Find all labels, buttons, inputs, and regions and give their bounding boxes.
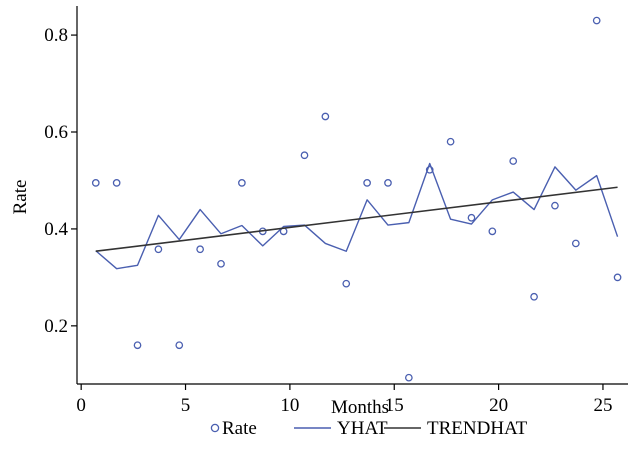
rate-point — [91, 179, 100, 187]
legend: Rate YHAT TRENDHAT — [210, 418, 528, 439]
rate-point — [363, 179, 371, 187]
rate-point — [238, 179, 246, 187]
trendhat-series-line — [95, 186, 618, 253]
rate-point — [196, 245, 204, 254]
rate-point — [509, 157, 518, 165]
x-tick-label: 10 — [280, 395, 299, 416]
rate-point — [133, 341, 142, 350]
rate-point — [175, 341, 184, 350]
legend-rate-swatch — [210, 423, 220, 433]
y-tick-label: 0.2 — [44, 316, 68, 337]
rate-point — [321, 112, 330, 121]
rate-point — [613, 273, 622, 282]
rate-point — [217, 259, 225, 268]
x-tick-label: 20 — [489, 395, 508, 416]
rate-point — [467, 213, 476, 222]
rate-point — [446, 137, 455, 146]
rate-point — [488, 227, 497, 236]
rate-point — [425, 165, 434, 174]
legend-rate-label: Rate — [222, 418, 257, 439]
axes: 0 5 10 15 20 25 0.2 0.4 0.6 0.8 — [44, 6, 628, 416]
x-tick-label: 5 — [181, 395, 191, 416]
rate-point — [405, 373, 413, 382]
x-tick-label: 15 — [385, 395, 404, 416]
y-axis-label: Rate — [10, 180, 31, 215]
legend-trendhat-label: TRENDHAT — [427, 418, 528, 439]
rate-point — [530, 292, 538, 301]
rate-point — [551, 201, 559, 210]
rate-point — [571, 239, 580, 248]
y-ticks: 0.2 0.4 0.6 0.8 — [44, 25, 77, 337]
rate-point — [592, 16, 601, 25]
x-tick-label: 25 — [593, 395, 612, 416]
yhat-series-line — [95, 162, 619, 270]
rate-point — [154, 245, 163, 254]
y-tick-label: 0.8 — [44, 25, 68, 46]
rate-point — [112, 179, 121, 187]
x-axis-label: Months — [331, 397, 389, 418]
rate-point — [384, 179, 392, 187]
plot-area — [91, 16, 622, 382]
x-ticks: 0 5 10 15 20 25 — [76, 384, 612, 416]
rate-point — [342, 279, 351, 288]
legend-yhat-label: YHAT — [337, 418, 388, 439]
x-tick-label: 0 — [76, 395, 86, 416]
y-tick-label: 0.4 — [44, 219, 68, 240]
rate-point — [300, 151, 309, 160]
y-tick-label: 0.6 — [44, 122, 68, 143]
